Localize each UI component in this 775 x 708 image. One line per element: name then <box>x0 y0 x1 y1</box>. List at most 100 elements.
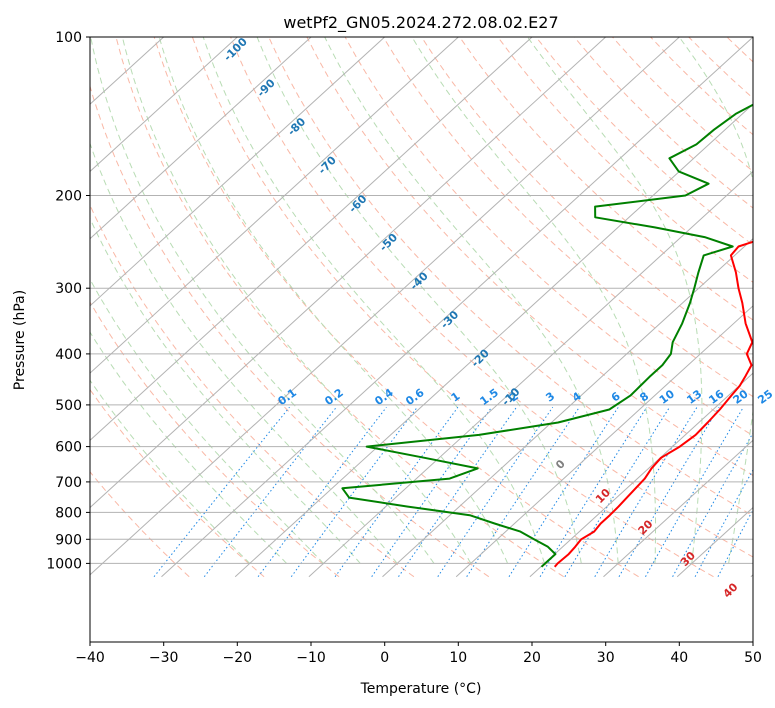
isotherm-line <box>161 37 753 578</box>
isotherm-line <box>90 37 607 509</box>
mixing-ratio-line <box>618 406 720 577</box>
moist-adiabat-line <box>411 37 656 564</box>
mixing-ratio-line <box>437 406 554 577</box>
mixing-ratio-line <box>466 406 580 577</box>
moist-adiabat-line <box>90 217 361 564</box>
y-tick-label: 600 <box>55 440 82 456</box>
mixing-ratio-line <box>717 508 753 577</box>
isotherm-line <box>90 37 239 173</box>
dry-adiabat-line <box>90 471 190 578</box>
x-tick-label: 10 <box>449 650 467 666</box>
dry-adiabat-line <box>90 388 265 578</box>
mixing-ratio-line <box>371 406 493 577</box>
dry-adiabat-line <box>115 37 564 578</box>
axis-ticks: −40 −30 −20 −10 0 10 20 30 40 5010020030040050060… <box>46 30 762 666</box>
profile-lines <box>341 103 753 568</box>
isotherm-line <box>90 37 386 307</box>
dry-adiabat-line <box>268 37 753 517</box>
y-tick-label: 700 <box>55 475 82 491</box>
plot-frame <box>89 36 754 643</box>
mixing-ratio-label: 8 <box>637 390 651 405</box>
moist-adiabat-label: 0 <box>553 457 568 472</box>
mixing-ratio-line <box>257 406 387 578</box>
dry-adiabat-label: -20 <box>469 346 492 369</box>
moist-adiabat-line <box>766 25 775 563</box>
background-lines <box>90 25 775 578</box>
isotherm-line <box>234 103 753 578</box>
dewpoint-line <box>341 103 753 568</box>
isotherm-line <box>750 574 753 578</box>
x-tick-label: 0 <box>380 650 389 666</box>
dry-adiabat-label: -70 <box>316 153 339 176</box>
dry-adiabat-line <box>191 37 714 578</box>
dry-adiabat-line <box>688 37 753 99</box>
moist-adiabat-line <box>90 379 251 564</box>
x-tick-label: −20 <box>223 650 253 666</box>
dry-adiabat-line <box>90 204 415 578</box>
mixing-ratio-line <box>645 406 744 577</box>
dry-adiabat-line <box>382 37 753 398</box>
y-tick-label: 300 <box>55 281 82 297</box>
mixing-ratio-label: 20 <box>731 387 751 407</box>
moist-adiabat-line <box>158 37 509 564</box>
dry-adiabat-line <box>306 37 753 477</box>
dry-adiabat-line <box>650 37 753 136</box>
x-tick-label: 50 <box>744 650 762 666</box>
moist-adiabat-label: 40 <box>721 580 741 600</box>
mixing-ratio-line <box>564 406 671 577</box>
isotherm-line <box>90 37 312 240</box>
moist-adiabat-line <box>526 37 703 564</box>
x-tick-label: 20 <box>523 650 541 666</box>
chart-title: wetPf2_GN05.2024.272.08.02.E27 <box>283 13 558 33</box>
dry-adiabat-line <box>612 37 753 172</box>
x-tick-label: −40 <box>75 650 105 666</box>
mixing-ratio-label: 1 <box>449 390 463 405</box>
moist-adiabat-label: 20 <box>636 517 656 537</box>
y-tick-label: 200 <box>55 189 82 205</box>
isotherm-line <box>90 37 460 374</box>
isotherm-line <box>308 170 753 578</box>
dry-adiabat-line <box>90 84 490 578</box>
isotherm-line <box>90 37 533 441</box>
x-tick-label: 40 <box>670 650 688 666</box>
y-tick-label: 900 <box>55 532 82 548</box>
moist-adiabat-line <box>90 331 287 564</box>
mixing-ratio-line <box>203 406 337 578</box>
dry-adiabat-label: -80 <box>285 115 308 138</box>
dry-adiabat-line <box>459 37 753 321</box>
x-tick-label: −30 <box>149 650 179 666</box>
isotherm-line <box>603 439 753 578</box>
mixing-ratio-line <box>290 406 418 578</box>
mixing-ratio-line <box>153 406 290 578</box>
isotherm-line <box>382 238 753 578</box>
moist-adiabat-line <box>90 278 324 564</box>
y-tick-label: 500 <box>55 398 82 414</box>
dry-adiabat-line <box>765 37 775 577</box>
mixing-ratio-line <box>508 406 619 577</box>
mixing-ratio-line <box>398 406 517 577</box>
y-tick-label: 1000 <box>46 556 82 572</box>
dry-adiabat-line <box>497 37 753 283</box>
mixing-ratio-line <box>694 469 753 577</box>
moist-adiabat-line <box>202 37 545 564</box>
mixing-ratio-label: 25 <box>755 387 775 407</box>
isotherm-line <box>529 372 753 578</box>
dry-adiabat-line <box>230 37 753 558</box>
x-tick-label: −10 <box>296 650 326 666</box>
mixing-ratio-label: 10 <box>657 387 677 407</box>
temperature-line <box>553 240 753 568</box>
y-tick-label: 800 <box>55 505 82 521</box>
moist-adiabat-line <box>256 37 582 564</box>
y-axis-label: Pressure (hPa) <box>12 290 28 390</box>
dry-adiabat-label: -100 <box>221 35 250 64</box>
moist-adiabat-line <box>90 37 435 564</box>
dry-adiabat-line <box>90 301 340 578</box>
isotherm-line <box>455 305 753 578</box>
dry-adiabat-line <box>153 37 639 578</box>
moist-adiabat-line <box>121 37 472 564</box>
isotherm-line <box>90 37 681 576</box>
mixing-ratio-label: 3 <box>543 390 557 405</box>
dry-adiabat-label: -40 <box>408 269 431 292</box>
y-tick-label: 100 <box>55 30 82 46</box>
